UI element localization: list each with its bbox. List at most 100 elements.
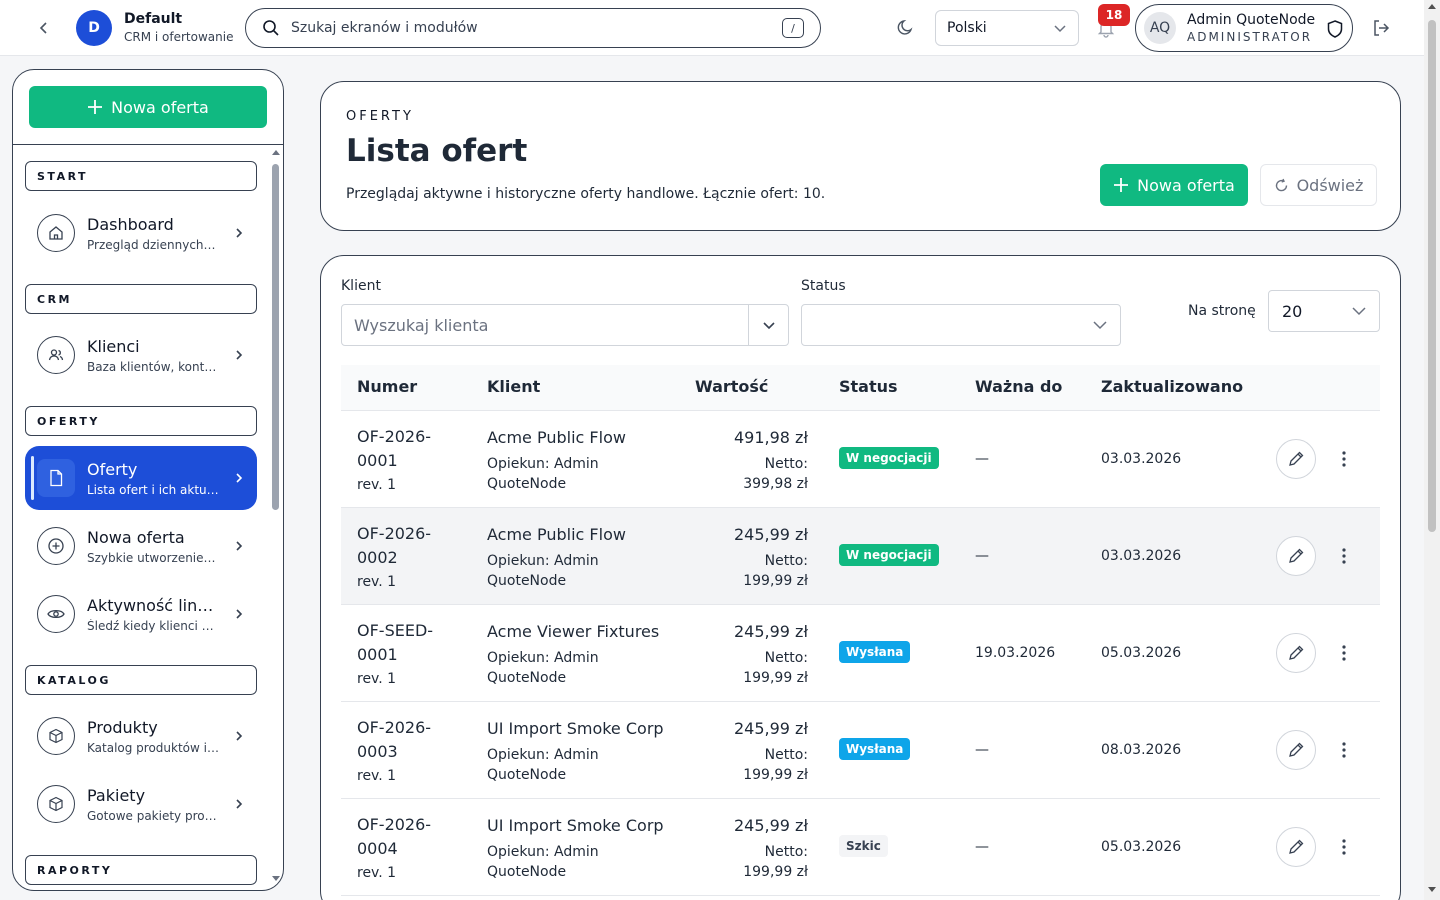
offer-number-cell[interactable]: OF-2026- 0002 rev. 1: [357, 522, 431, 590]
sidebar-item-label: Oferty: [87, 459, 138, 479]
client-name[interactable]: Acme Public Flow: [487, 428, 626, 447]
offers-table-card: Klient Wyszukaj klienta Status Na stronę…: [320, 255, 1401, 900]
pencil-icon: [1289, 451, 1304, 466]
owner-line-1: Opiekun: Admin: [487, 747, 599, 763]
client-name[interactable]: Acme Viewer Fixtures: [487, 622, 660, 641]
net-value: 199,99 zł: [743, 670, 808, 686]
edit-button[interactable]: [1276, 827, 1316, 867]
moon-icon[interactable]: [897, 18, 917, 38]
offer-number-cell[interactable]: OF-2026- 0001 rev. 1: [357, 425, 431, 493]
more-options-button[interactable]: [1334, 447, 1354, 471]
table-row[interactable]: OF-2026- 0003 rev. 1 UI Import Smoke Corp Op…: [341, 702, 1380, 799]
back-chevron-icon[interactable]: [34, 18, 54, 38]
column-header-valid-to[interactable]: Ważna do: [975, 377, 1063, 396]
client-name[interactable]: UI Import Smoke Corp: [487, 719, 664, 738]
sidebar-new-offer-button[interactable]: Nowa oferta: [29, 86, 267, 128]
offer-number-prefix: OF-2026-: [357, 524, 432, 543]
sidebar-scrollbar[interactable]: [271, 150, 281, 890]
pencil-icon: [1289, 548, 1304, 563]
owner-line-2: QuoteNode: [487, 864, 567, 880]
offer-number-cell[interactable]: OF-2026- 0004 rev. 1: [357, 813, 431, 881]
per-page-label: Na stronę: [1188, 303, 1256, 319]
value-cell: 491,98 zł Netto: 399,98 zł: [678, 428, 808, 494]
client-cell: Acme Public Flow Opiekun: Admin QuoteNode: [487, 525, 626, 591]
users-icon: [37, 336, 75, 374]
status-filter[interactable]: [801, 304, 1121, 346]
workspace-avatar[interactable]: D: [76, 10, 112, 46]
column-header-value[interactable]: Wartość: [695, 377, 769, 396]
column-header-number[interactable]: Numer: [357, 377, 418, 396]
more-options-button[interactable]: [1334, 641, 1354, 665]
table-row[interactable]: OF-2026- 0004 rev. 1 UI Import Smoke Corp Op…: [341, 799, 1380, 896]
scrollbar-thumb[interactable]: [272, 164, 279, 510]
sidebar-item-dashboard[interactable]: Dashboard Przegląd dziennych wskaźników: [25, 201, 257, 265]
sidebar-item-link-activity[interactable]: Aktywność linków Śledź kiedy klienci otw…: [25, 582, 257, 646]
column-header-client[interactable]: Klient: [487, 377, 541, 396]
offer-number-cell[interactable]: OF-2026- 0003 rev. 1: [357, 716, 431, 784]
edit-button[interactable]: [1276, 536, 1316, 576]
refresh-label: Odśwież: [1296, 175, 1364, 195]
client-name[interactable]: UI Import Smoke Corp: [487, 816, 664, 835]
sidebar-item-clients[interactable]: Klienci Baza klientów, kontaktów: [25, 323, 257, 387]
scroll-down-arrow[interactable]: [272, 876, 280, 881]
updated-cell: 03.03.2026: [1101, 548, 1182, 564]
sidebar-item-bundles[interactable]: Pakiety Gotowe pakiety produktów: [25, 772, 257, 836]
per-page-select[interactable]: 20: [1268, 290, 1380, 332]
client-filter[interactable]: Wyszukaj klienta: [341, 304, 789, 346]
status-cell: W negocjacji: [839, 447, 939, 469]
valid-to-cell: —: [975, 548, 989, 564]
owner-line-1: Opiekun: Admin: [487, 650, 599, 666]
scroll-down-arrow[interactable]: [1428, 887, 1436, 892]
edit-button[interactable]: [1276, 633, 1316, 673]
section-offers: OFERTY: [25, 406, 257, 436]
value-cell: 245,99 zł Netto: 199,99 zł: [678, 525, 808, 591]
owner-line-1: Opiekun: Admin: [487, 553, 599, 569]
home-icon: [37, 214, 75, 252]
user-menu[interactable]: AQ Admin QuoteNode ADMINISTRATOR: [1135, 4, 1353, 52]
sidebar-item-offers[interactable]: Oferty Lista ofert i ich aktualizacje: [25, 446, 257, 510]
workspace-name[interactable]: Default: [124, 11, 183, 27]
status-filter-label: Status: [801, 278, 846, 294]
offer-number-cell[interactable]: OF-SEED- 0001 rev. 1: [357, 619, 433, 687]
section-start: START: [25, 161, 257, 191]
gross-value: 491,98 zł: [733, 428, 808, 447]
refresh-button[interactable]: Odśwież: [1260, 164, 1377, 206]
page-scrollbar[interactable]: [1424, 0, 1440, 900]
search-input[interactable]: Szukaj ekranów i modułów: [291, 20, 478, 36]
page-description: Przeglądaj aktywne i historyczne oferty …: [346, 186, 826, 202]
sidebar-divider: [13, 144, 283, 145]
client-search-input[interactable]: Wyszukaj klienta: [354, 315, 489, 335]
more-options-button[interactable]: [1334, 835, 1354, 859]
page-header-card: OFERTY Lista ofert Przeglądaj aktywne i …: [320, 81, 1401, 231]
table-row[interactable]: OF-2026- 0002 rev. 1 Acme Public Flow Opieku…: [341, 508, 1380, 605]
box-icon: [37, 717, 75, 755]
updated-cell: 05.03.2026: [1101, 645, 1182, 661]
table-row[interactable]: OF-SEED- 0001 rev. 1 Acme Viewer Fixtures Op…: [341, 605, 1380, 702]
sidebar-item-products[interactable]: Produkty Katalog produktów i usług: [25, 704, 257, 768]
language-select[interactable]: Polski: [935, 10, 1079, 46]
chevron-down-icon[interactable]: [748, 305, 788, 345]
scroll-up-arrow[interactable]: [272, 150, 280, 155]
scroll-up-arrow[interactable]: [1428, 4, 1436, 9]
edit-button[interactable]: [1276, 439, 1316, 479]
owner-line-1: Opiekun: Admin: [487, 844, 599, 860]
status-badge: W negocjacji: [839, 447, 939, 469]
more-options-button[interactable]: [1334, 738, 1354, 762]
logout-icon[interactable]: [1371, 18, 1391, 38]
edit-button[interactable]: [1276, 730, 1316, 770]
scrollbar-thumb[interactable]: [1428, 20, 1436, 532]
client-name[interactable]: Acme Public Flow: [487, 525, 626, 544]
column-header-updated[interactable]: Zaktualizowano: [1101, 377, 1244, 396]
chevron-right-icon: [233, 798, 245, 810]
sidebar-item-new-offer[interactable]: Nowa oferta Szybkie utworzenie oferty: [25, 514, 257, 578]
chevron-down-icon: [1092, 317, 1108, 333]
global-search[interactable]: Szukaj ekranów i modułów /: [245, 8, 821, 48]
per-page-value: 20: [1282, 301, 1303, 321]
offer-number-prefix: OF-SEED-: [357, 621, 434, 640]
pencil-icon: [1289, 742, 1304, 757]
column-header-status[interactable]: Status: [839, 377, 898, 396]
more-options-button[interactable]: [1334, 544, 1354, 568]
status-cell: Szkic: [839, 835, 888, 857]
new-offer-button[interactable]: Nowa oferta: [1100, 164, 1248, 206]
table-row[interactable]: OF-2026- 0001 rev. 1 Acme Public Flow Opieku…: [341, 411, 1380, 508]
